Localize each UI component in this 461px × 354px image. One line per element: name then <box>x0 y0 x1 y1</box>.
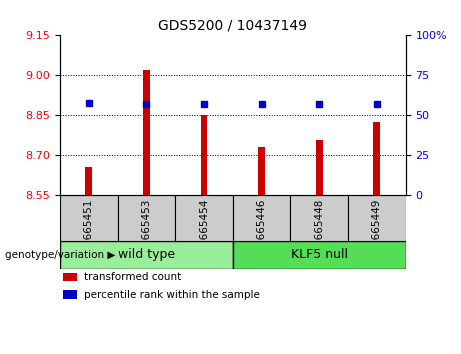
Bar <box>85 167 92 195</box>
Bar <box>64 290 77 299</box>
Text: GSM665448: GSM665448 <box>314 198 324 262</box>
Bar <box>118 195 175 241</box>
Text: GSM665449: GSM665449 <box>372 198 382 262</box>
Bar <box>373 122 380 195</box>
Text: GSM665446: GSM665446 <box>257 198 266 262</box>
Bar <box>348 195 406 241</box>
Bar <box>201 115 207 195</box>
Text: GSM665453: GSM665453 <box>142 198 151 262</box>
Bar <box>64 273 77 281</box>
Text: genotype/variation ▶: genotype/variation ▶ <box>5 250 115 260</box>
Text: transformed count: transformed count <box>84 272 181 282</box>
Bar <box>290 195 348 241</box>
Bar <box>233 241 406 269</box>
Bar <box>60 241 233 269</box>
Title: GDS5200 / 10437149: GDS5200 / 10437149 <box>158 19 307 33</box>
Text: KLF5 null: KLF5 null <box>291 249 348 261</box>
Text: GSM665451: GSM665451 <box>84 198 94 262</box>
Bar <box>143 70 150 195</box>
Bar <box>175 195 233 241</box>
Bar <box>233 195 290 241</box>
Bar <box>258 147 265 195</box>
Text: GSM665454: GSM665454 <box>199 198 209 262</box>
Text: percentile rank within the sample: percentile rank within the sample <box>84 290 260 300</box>
Bar <box>60 195 118 241</box>
Bar <box>316 140 323 195</box>
Text: wild type: wild type <box>118 249 175 261</box>
